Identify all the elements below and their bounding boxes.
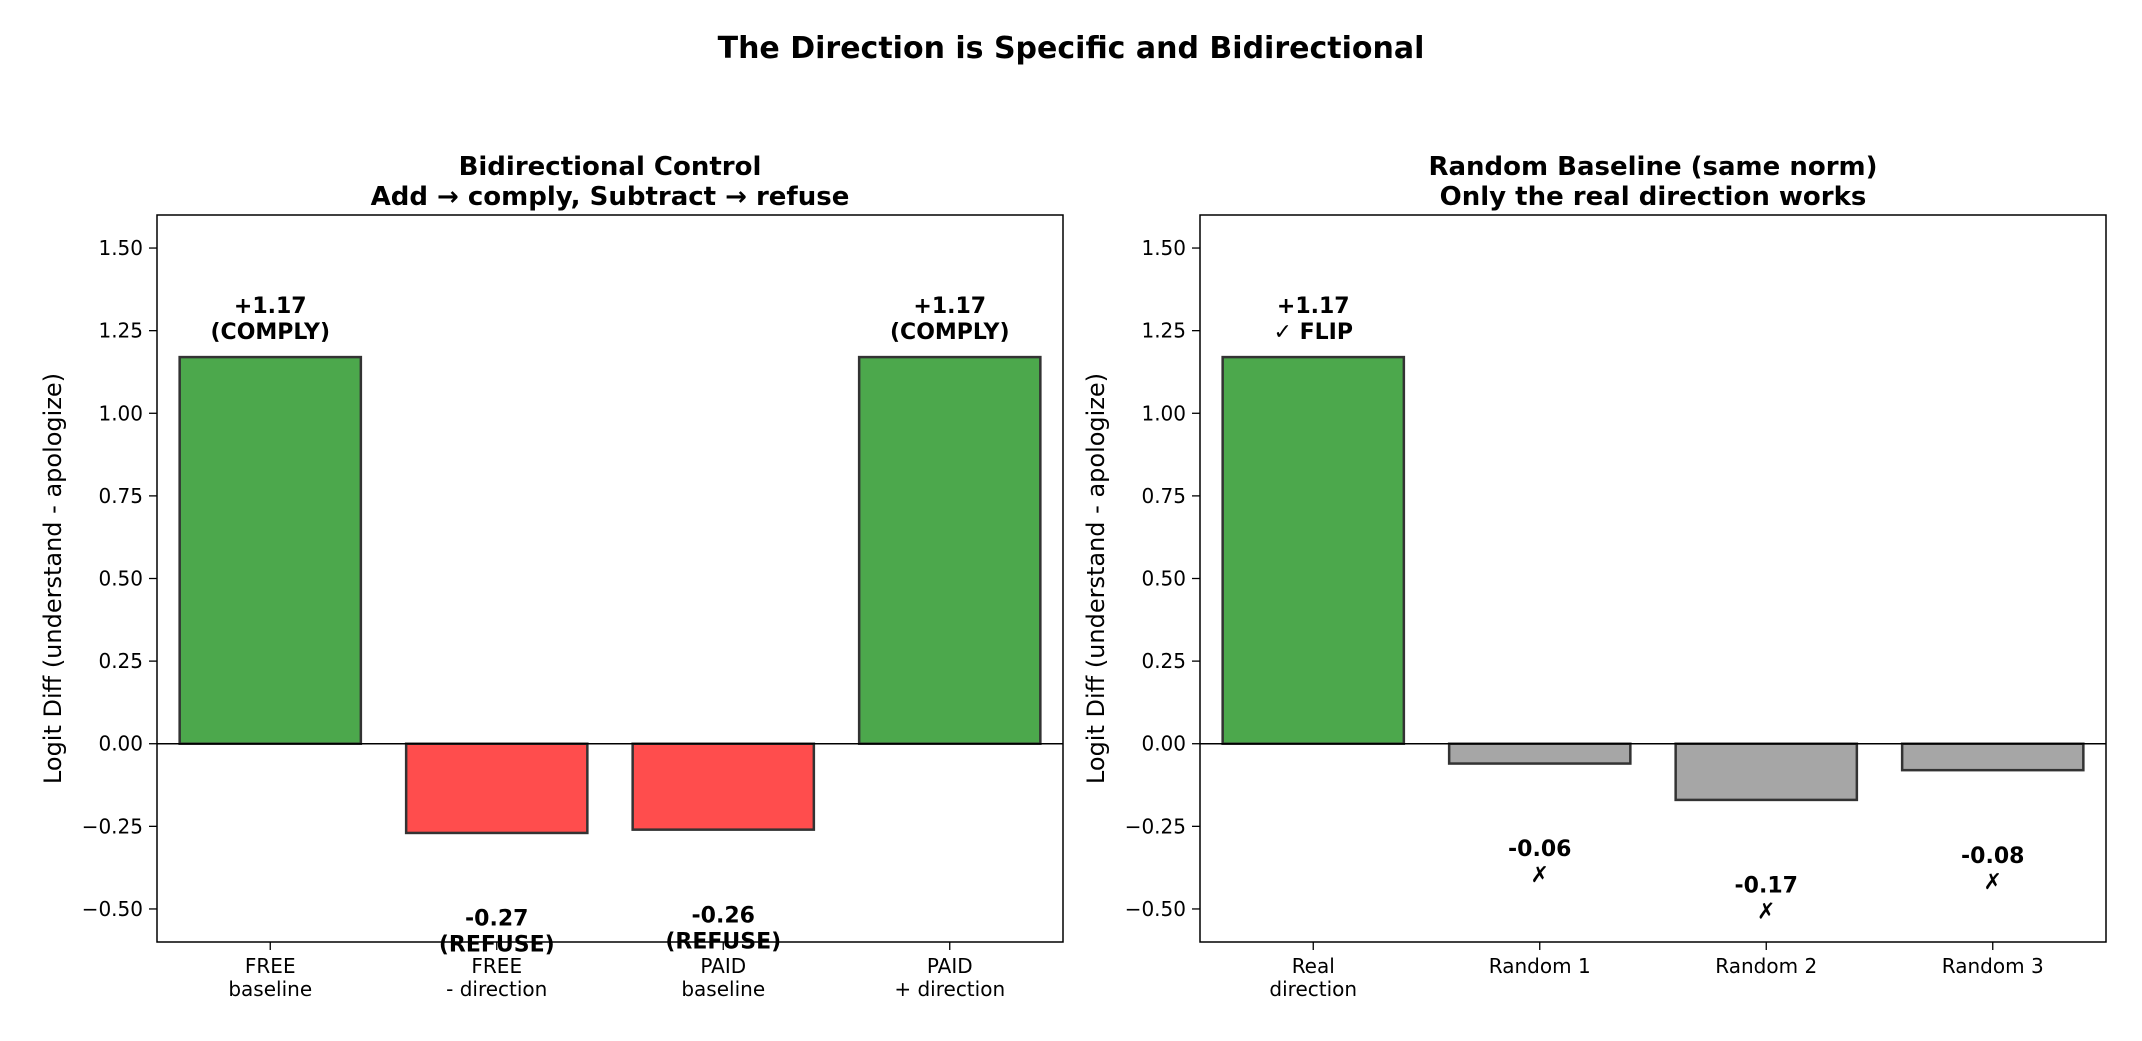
bar <box>1221 355 1406 745</box>
y-tick-label: 1.25 <box>1141 319 1186 343</box>
axes-frame <box>156 214 1064 943</box>
y-tick-label: 0.25 <box>1141 649 1186 673</box>
y-tick-label: 1.00 <box>98 401 143 425</box>
y-tick-label: 0.75 <box>98 484 143 508</box>
data-label: -0.27 <box>465 907 528 932</box>
y-tick-label: 1.50 <box>98 236 143 260</box>
data-label: ✓ FLIP <box>1274 320 1353 345</box>
panel-title-line: Bidirectional Control <box>459 152 762 182</box>
y-tick-label: 0.00 <box>98 732 143 756</box>
panel-title-line: Only the real direction works <box>1440 182 1867 212</box>
x-tick-label: Real <box>1292 954 1335 978</box>
x-tick-label: + direction <box>894 977 1005 1001</box>
y-tick-label: −0.25 <box>1125 814 1186 838</box>
bar <box>178 355 363 745</box>
x-tick-label: FREE <box>471 954 522 978</box>
figure-title: The Direction is Specific and Bidirectio… <box>718 31 1425 66</box>
data-label: ✗ <box>1757 900 1775 925</box>
x-tick-label: PAID <box>700 954 746 978</box>
x-tick-label: Random 2 <box>1715 954 1817 978</box>
panel-title-line: Add → comply, Subtract → refuse <box>371 182 850 212</box>
y-tick-label: 1.00 <box>1141 401 1186 425</box>
y-tick-label: −0.25 <box>82 814 143 838</box>
y-tick-label: −0.50 <box>1125 897 1186 921</box>
y-tick-label: 1.25 <box>98 319 143 343</box>
y-tick-label: −0.50 <box>82 897 143 921</box>
x-tick-label: direction <box>1269 977 1357 1001</box>
y-tick-label: 0.50 <box>1141 567 1186 591</box>
panel-title-line: Random Baseline (same norm) <box>1428 152 1877 182</box>
data-label: -0.06 <box>1508 837 1571 862</box>
data-label: +1.17 <box>234 294 307 319</box>
bar <box>1674 742 1859 802</box>
x-tick-label: FREE <box>245 954 296 978</box>
y-tick-label: 0.75 <box>1141 484 1186 508</box>
x-tick-label: PAID <box>927 954 973 978</box>
bar <box>1900 742 2085 772</box>
x-tick-label: baseline <box>681 977 765 1001</box>
data-label: +1.17 <box>913 294 986 319</box>
data-label: -0.08 <box>1961 844 2024 869</box>
data-label: -0.17 <box>1735 874 1798 899</box>
y-tick-label: 0.50 <box>98 567 143 591</box>
bar <box>404 742 589 835</box>
bar <box>1447 742 1632 765</box>
x-tick-label: Random 3 <box>1942 954 2044 978</box>
y-tick-label: 0.25 <box>98 649 143 673</box>
panel-random-baseline: Random Baseline (same norm)Only the real… <box>1082 152 2107 1001</box>
y-axis-label: Logit Diff (understand - apologize) <box>39 373 67 784</box>
data-label: (COMPLY) <box>890 320 1010 345</box>
bar <box>857 355 1042 745</box>
data-label: (COMPLY) <box>211 320 331 345</box>
data-label: ✗ <box>1531 863 1549 888</box>
axes-frame <box>1199 214 2107 943</box>
x-tick-label: Random 1 <box>1489 954 1591 978</box>
x-tick-label: - direction <box>446 977 547 1001</box>
bar <box>631 742 816 831</box>
data-label: -0.26 <box>692 903 755 928</box>
y-tick-label: 1.50 <box>1141 236 1186 260</box>
y-axis-label: Logit Diff (understand - apologize) <box>1082 373 1110 784</box>
x-tick-label: baseline <box>228 977 312 1001</box>
data-label: ✗ <box>1984 870 2002 895</box>
data-label: +1.17 <box>1277 294 1350 319</box>
y-tick-label: 0.00 <box>1141 732 1186 756</box>
